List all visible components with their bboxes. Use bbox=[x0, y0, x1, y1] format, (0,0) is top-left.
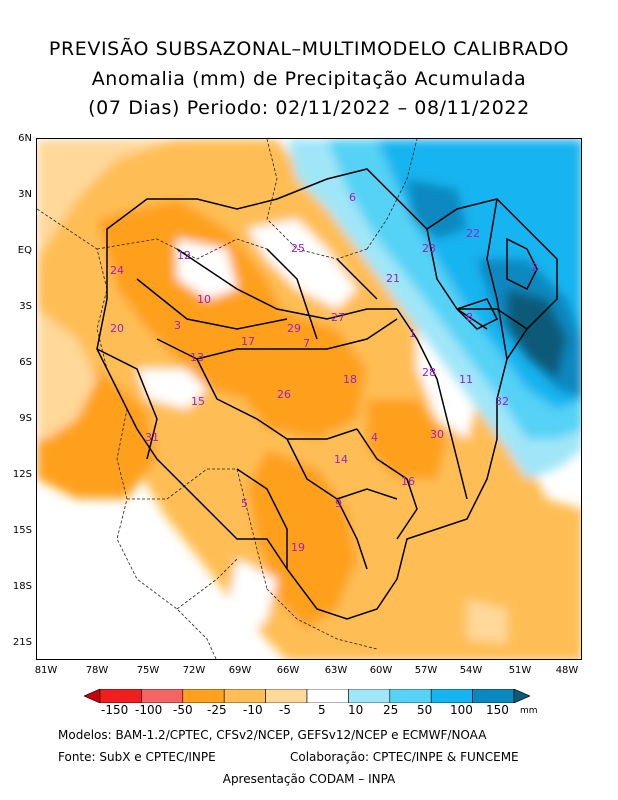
basin-labels: 1 2 3 4 5 6 7 8 9 10 11 12 13 14 15 16 1… bbox=[110, 191, 538, 554]
footer-models: Modelos: BAM-1.2/CPTEC, CFSv2/NCEP, GEFS… bbox=[58, 728, 487, 742]
map-title-line2: Anomalia (mm) de Precipitação Acumulada bbox=[91, 68, 527, 90]
colorbar-swatch bbox=[348, 688, 391, 704]
colorbar bbox=[83, 688, 531, 704]
y-tick-15s: 15S bbox=[12, 525, 32, 536]
x-tick-63w: 63W bbox=[324, 665, 348, 676]
basin-label-8: 8 bbox=[466, 311, 473, 324]
colorbar-swatch bbox=[265, 688, 308, 704]
x-tick-60w: 60W bbox=[369, 665, 393, 676]
basin-label-22: 22 bbox=[466, 227, 480, 240]
colorbar-swatch bbox=[141, 688, 184, 704]
colorbar-swatch bbox=[389, 688, 432, 704]
colorbar-label-neg25: -25 bbox=[207, 703, 227, 717]
colorbar-swatch bbox=[99, 688, 142, 704]
colorbar-swatch bbox=[306, 688, 349, 704]
colorbar-unit: mm bbox=[520, 706, 538, 716]
y-tick-3n: 3N bbox=[18, 189, 32, 200]
basin-label-20: 20 bbox=[110, 322, 124, 335]
basin-label-11: 11 bbox=[459, 373, 473, 386]
basin-label-7: 7 bbox=[303, 337, 310, 350]
x-tick-72w: 72W bbox=[182, 665, 206, 676]
country-borders bbox=[37, 139, 418, 659]
x-tick-69w: 69W bbox=[228, 665, 252, 676]
y-tick-18s: 18S bbox=[12, 581, 32, 592]
x-tick-48w: 48W bbox=[555, 665, 579, 676]
y-tick-6s: 6S bbox=[19, 357, 32, 368]
map-title-line1: PREVISÃO SUBSAZONAL–MULTIMODELO CALIBRAD… bbox=[48, 38, 570, 60]
basin-label-9: 9 bbox=[335, 497, 342, 510]
x-tick-81w: 81W bbox=[34, 665, 58, 676]
basin-label-16: 16 bbox=[401, 475, 415, 488]
basin-label-32: 32 bbox=[495, 395, 509, 408]
basin-label-18: 18 bbox=[343, 373, 357, 386]
basin-label-31: 31 bbox=[145, 431, 159, 444]
basin-label-10: 10 bbox=[197, 293, 211, 306]
x-tick-54w: 54W bbox=[459, 665, 483, 676]
colorbar-label-100: 100 bbox=[450, 703, 473, 717]
basin-label-26: 26 bbox=[277, 388, 291, 401]
colorbar-swatch bbox=[472, 688, 515, 704]
basin-label-15: 15 bbox=[191, 395, 205, 408]
colorbar-swatch bbox=[430, 688, 473, 704]
basin-boundaries bbox=[96, 168, 558, 620]
basin-label-28: 28 bbox=[422, 366, 436, 379]
basin-label-5: 5 bbox=[241, 497, 248, 510]
x-tick-57w: 57W bbox=[414, 665, 438, 676]
basin-label-21: 21 bbox=[386, 272, 400, 285]
basin-label-24: 24 bbox=[110, 264, 124, 277]
colorbar-label-5: 5 bbox=[318, 703, 326, 717]
basin-label-19: 19 bbox=[291, 541, 305, 554]
x-tick-78w: 78W bbox=[85, 665, 109, 676]
basin-label-29: 29 bbox=[287, 322, 301, 335]
colorbar-label-neg100: -100 bbox=[135, 703, 163, 717]
basin-label-12: 12 bbox=[177, 249, 191, 262]
map-canvas: 1 2 3 4 5 6 7 8 9 10 11 12 13 14 15 16 1… bbox=[37, 139, 581, 659]
basin-label-13: 13 bbox=[190, 351, 204, 364]
basin-label-25: 25 bbox=[291, 242, 305, 255]
basin-label-6: 6 bbox=[349, 191, 356, 204]
basin-label-17: 17 bbox=[241, 335, 255, 348]
colorbar-label-neg150: -150 bbox=[101, 703, 129, 717]
y-tick-3s: 3S bbox=[19, 301, 32, 312]
footer-collaboration: Colaboração: CPTEC/INPE & FUNCEME bbox=[290, 750, 519, 764]
colorbar-label-10: 10 bbox=[348, 703, 364, 717]
colorbar-label-25: 25 bbox=[383, 703, 399, 717]
basin-label-2: 2 bbox=[531, 261, 538, 274]
colorbar-label-150: 150 bbox=[486, 703, 509, 717]
basin-label-14: 14 bbox=[334, 453, 348, 466]
colorbar-label-neg5: -5 bbox=[279, 703, 291, 717]
x-tick-51w: 51W bbox=[508, 665, 532, 676]
colorbar-swatch bbox=[513, 688, 531, 704]
colorbar-label-neg50: -50 bbox=[173, 703, 193, 717]
basin-label-4: 4 bbox=[371, 431, 378, 444]
basin-label-27: 27 bbox=[331, 311, 345, 324]
footer-source: Fonte: SubX e CPTEC/INPE bbox=[58, 750, 216, 764]
y-tick-eq: EQ bbox=[17, 245, 32, 256]
y-tick-9s: 9S bbox=[19, 413, 32, 424]
basin-label-3: 3 bbox=[174, 319, 181, 332]
colorbar-swatch bbox=[182, 688, 225, 704]
x-tick-66w: 66W bbox=[276, 665, 300, 676]
colorbar-swatch bbox=[223, 688, 266, 704]
x-tick-75w: 75W bbox=[136, 665, 160, 676]
y-tick-6n: 6N bbox=[18, 133, 32, 144]
basin-label-30: 30 bbox=[430, 428, 444, 441]
map-title-line3: (07 Dias) Periodo: 02/11/2022 – 08/11/20… bbox=[88, 97, 530, 119]
footer-presentation: Apresentação CODAM – INPA bbox=[222, 772, 396, 786]
colorbar-swatches bbox=[83, 688, 531, 704]
colorbar-label-neg10: -10 bbox=[243, 703, 263, 717]
colorbar-label-50: 50 bbox=[417, 703, 433, 717]
y-tick-12s: 12S bbox=[12, 469, 32, 480]
anomaly-shading bbox=[37, 139, 581, 659]
basin-label-23: 23 bbox=[422, 242, 436, 255]
colorbar-swatch bbox=[83, 688, 101, 704]
y-tick-21s: 21S bbox=[12, 637, 32, 648]
precipitation-anomaly-map: 1 2 3 4 5 6 7 8 9 10 11 12 13 14 15 16 1… bbox=[36, 138, 582, 660]
basin-label-1: 1 bbox=[409, 327, 416, 340]
